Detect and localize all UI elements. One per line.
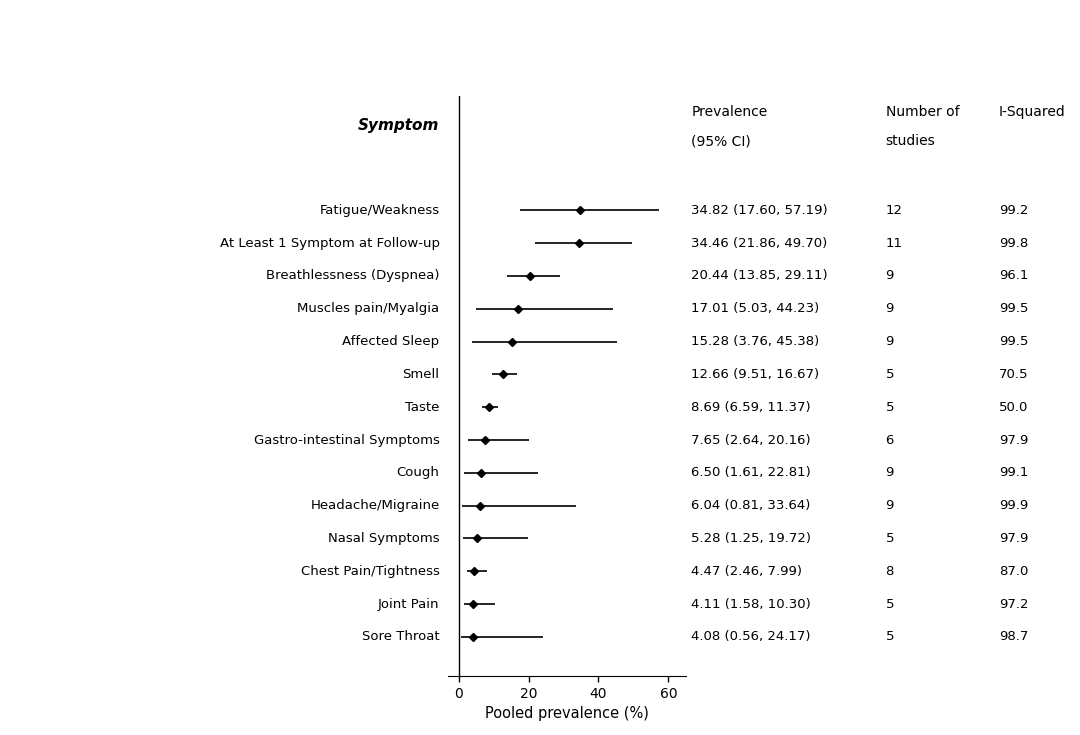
Text: 4.47 (2.46, 7.99): 4.47 (2.46, 7.99)	[691, 564, 802, 578]
Text: 34.82 (17.60, 57.19): 34.82 (17.60, 57.19)	[691, 204, 828, 217]
Text: At Least 1 Symptom at Follow-up: At Least 1 Symptom at Follow-up	[219, 237, 440, 250]
Text: Nasal Symptoms: Nasal Symptoms	[328, 532, 440, 545]
Text: 34.46 (21.86, 49.70): 34.46 (21.86, 49.70)	[691, 237, 827, 250]
Text: Joint Pain: Joint Pain	[378, 598, 440, 611]
Text: Smell: Smell	[403, 368, 440, 381]
X-axis label: Pooled prevalence (%): Pooled prevalence (%)	[485, 706, 649, 721]
Text: 97.9: 97.9	[999, 532, 1028, 545]
Text: 9: 9	[886, 335, 894, 348]
Text: Headache/Migraine: Headache/Migraine	[310, 499, 440, 512]
Text: 87.0: 87.0	[999, 564, 1028, 578]
Text: 5.28 (1.25, 19.72): 5.28 (1.25, 19.72)	[691, 532, 811, 545]
Text: 50.0: 50.0	[999, 401, 1028, 414]
Text: 99.8: 99.8	[999, 237, 1028, 250]
Text: 99.5: 99.5	[999, 302, 1028, 315]
Text: 99.2: 99.2	[999, 204, 1028, 217]
Text: 8: 8	[886, 564, 894, 578]
Text: 4.08 (0.56, 24.17): 4.08 (0.56, 24.17)	[691, 631, 811, 643]
Text: Muscles pain/Myalgia: Muscles pain/Myalgia	[297, 302, 440, 315]
Text: 5: 5	[886, 598, 894, 611]
Text: 20.44 (13.85, 29.11): 20.44 (13.85, 29.11)	[691, 270, 828, 282]
Text: 9: 9	[886, 270, 894, 282]
Text: 96.1: 96.1	[999, 270, 1028, 282]
Text: Gastro-intestinal Symptoms: Gastro-intestinal Symptoms	[254, 434, 440, 446]
Text: 17.01 (5.03, 44.23): 17.01 (5.03, 44.23)	[691, 302, 820, 315]
Text: 70.5: 70.5	[999, 368, 1028, 381]
Text: Breathlessness (Dyspnea): Breathlessness (Dyspnea)	[266, 270, 440, 282]
Text: 4.11 (1.58, 10.30): 4.11 (1.58, 10.30)	[691, 598, 811, 611]
Text: Cough: Cough	[396, 466, 440, 479]
Text: 5: 5	[886, 368, 894, 381]
Text: 5: 5	[886, 401, 894, 414]
Text: Number of: Number of	[886, 105, 959, 119]
Text: 9: 9	[886, 499, 894, 512]
Text: 9: 9	[886, 466, 894, 479]
Text: 12: 12	[886, 204, 903, 217]
Text: 6.04 (0.81, 33.64): 6.04 (0.81, 33.64)	[691, 499, 811, 512]
Text: 6.50 (1.61, 22.81): 6.50 (1.61, 22.81)	[691, 466, 811, 479]
Text: 97.2: 97.2	[999, 598, 1028, 611]
Text: Affected Sleep: Affected Sleep	[342, 335, 440, 348]
Text: 12.66 (9.51, 16.67): 12.66 (9.51, 16.67)	[691, 368, 820, 381]
Text: Symptom: Symptom	[359, 118, 440, 132]
Text: (95% CI): (95% CI)	[691, 135, 751, 148]
Text: 9: 9	[886, 302, 894, 315]
Text: Fatigue/Weakness: Fatigue/Weakness	[320, 204, 440, 217]
Text: 97.9: 97.9	[999, 434, 1028, 446]
Text: 6: 6	[886, 434, 894, 446]
Text: Prevalence: Prevalence	[691, 105, 768, 119]
Text: 7.65 (2.64, 20.16): 7.65 (2.64, 20.16)	[691, 434, 811, 446]
Text: Taste: Taste	[405, 401, 440, 414]
Text: 5: 5	[886, 631, 894, 643]
Text: 99.1: 99.1	[999, 466, 1028, 479]
Text: 11: 11	[886, 237, 903, 250]
Text: 99.5: 99.5	[999, 335, 1028, 348]
Text: studies: studies	[886, 135, 935, 148]
Text: 99.9: 99.9	[999, 499, 1028, 512]
Text: 98.7: 98.7	[999, 631, 1028, 643]
Text: Sore Throat: Sore Throat	[362, 631, 440, 643]
Text: 8.69 (6.59, 11.37): 8.69 (6.59, 11.37)	[691, 401, 811, 414]
Text: Chest Pain/Tightness: Chest Pain/Tightness	[300, 564, 440, 578]
Text: 5: 5	[886, 532, 894, 545]
Text: I-Squared: I-Squared	[999, 105, 1066, 119]
Text: 15.28 (3.76, 45.38): 15.28 (3.76, 45.38)	[691, 335, 820, 348]
